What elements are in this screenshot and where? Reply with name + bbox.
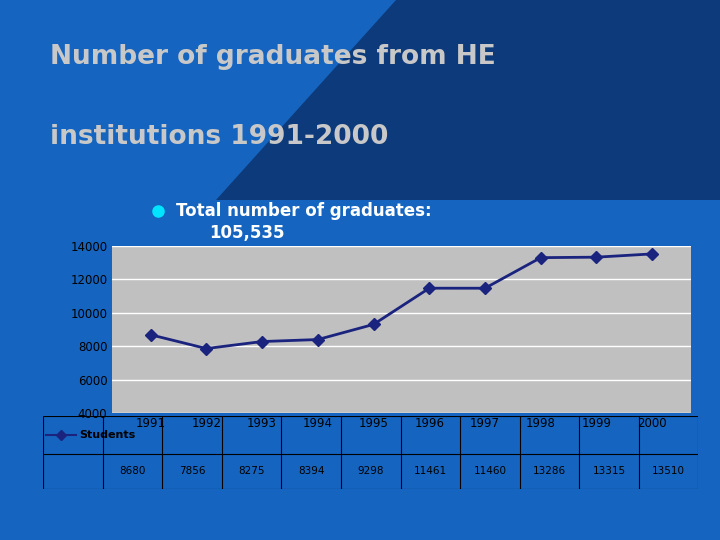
Text: 13315: 13315 — [593, 466, 626, 476]
Text: Number of graduates from HE: Number of graduates from HE — [50, 44, 496, 70]
Text: 11461: 11461 — [414, 466, 447, 476]
Text: 11460: 11460 — [474, 466, 506, 476]
Text: 8275: 8275 — [238, 466, 265, 476]
Text: 13510: 13510 — [652, 466, 685, 476]
Text: 8680: 8680 — [120, 466, 145, 476]
Text: 8394: 8394 — [298, 466, 325, 476]
Text: institutions 1991-2000: institutions 1991-2000 — [50, 124, 389, 150]
Text: 105,535: 105,535 — [209, 224, 284, 242]
Text: Total number of graduates:: Total number of graduates: — [176, 202, 432, 220]
Text: 13286: 13286 — [533, 466, 566, 476]
Text: 7856: 7856 — [179, 466, 205, 476]
Polygon shape — [216, 0, 720, 200]
Text: 9298: 9298 — [358, 466, 384, 476]
Text: Students: Students — [79, 430, 135, 440]
